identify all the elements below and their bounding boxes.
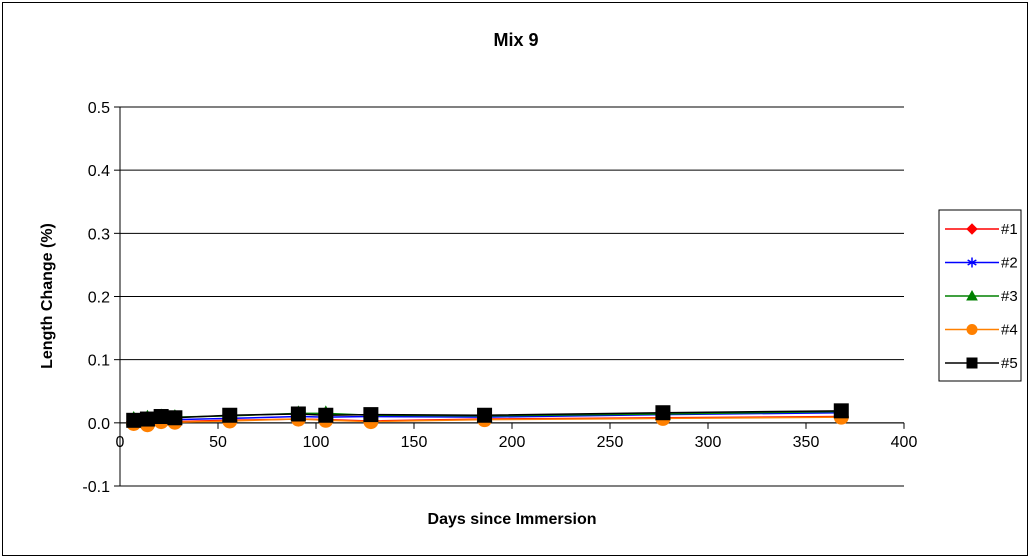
legend-label: #4 [1001,322,1018,339]
legend-marker [967,257,977,268]
x-tick-label: 0 [116,434,125,451]
y-tick-labels: -0.1 0.0 0.1 0.2 0.3 0.4 0.5 [82,100,110,496]
data-point [153,409,169,425]
data-point [833,403,849,419]
x-tick-label: 50 [209,434,227,451]
x-tick-label: 300 [695,434,722,451]
data-point [655,405,671,421]
data-point [126,412,142,428]
legend-item: #5 [945,355,1018,372]
chart-title: Mix 9 [493,30,538,50]
x-axis-title: Days since Immersion [428,511,597,528]
asterisk-stroke [967,259,977,266]
axes [114,106,905,487]
legend-marker [966,324,978,335]
legend-label: #3 [1001,288,1018,305]
legend-label: #5 [1001,355,1018,372]
x-tick-label: 400 [891,434,918,451]
y-axis-title: Length Change (%) [39,223,56,369]
legend-item: #2 [945,255,1018,272]
y-tick-label: -0.1 [82,479,110,496]
x-tick-label: 350 [793,434,820,451]
y-tick-label: 0.2 [88,290,110,307]
data-point [290,406,306,422]
series-layer [125,403,850,433]
legend-item: #1 [945,221,1018,238]
legend: #1 #2 #3 #4 #5 [938,209,1022,382]
legend-marker [966,289,978,301]
y-tick-label: 0.0 [88,416,110,433]
x-tick-label: 200 [499,434,526,451]
y-tick-label: 0.4 [88,163,110,180]
x-tick-label: 100 [303,434,330,451]
legend-item: #3 [945,288,1018,305]
series-5 [126,403,849,428]
legend-item: #4 [945,322,1018,339]
legend-marker [966,357,978,369]
x-tick-label: 250 [597,434,624,451]
y-tick-label: 0.1 [88,353,110,370]
y-tick-label: 0.3 [88,226,110,243]
data-point [167,410,183,426]
data-point [222,407,238,423]
data-point [318,407,334,423]
y-tick-label: 0.5 [88,100,110,117]
legend-label: #1 [1001,221,1018,238]
legend-label: #2 [1001,255,1018,272]
x-tick-labels: 0 50 100 150 200 250 300 350 400 [116,434,918,451]
x-tick-label: 150 [401,434,428,451]
data-point [477,407,493,423]
data-point [139,411,155,427]
data-point [363,407,379,423]
legend-marker [966,223,978,235]
